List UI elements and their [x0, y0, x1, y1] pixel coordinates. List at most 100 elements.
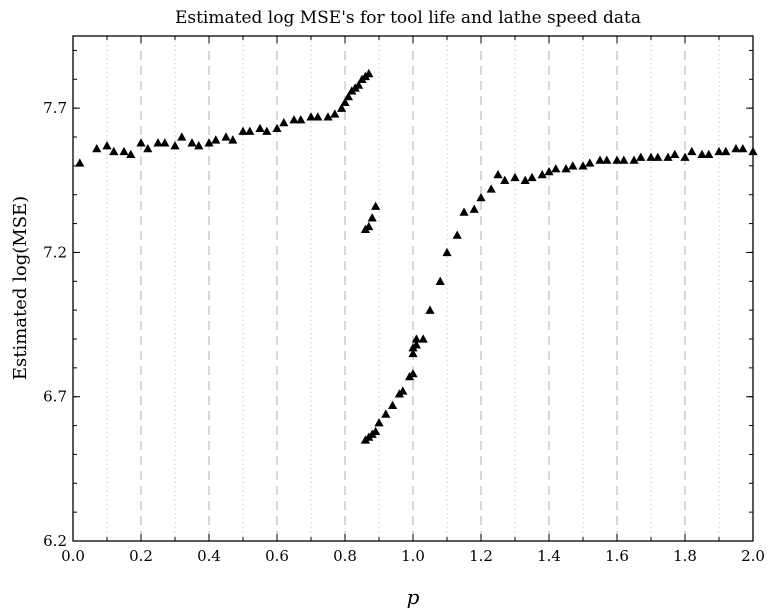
data-point — [211, 135, 221, 144]
x-tick-label: 2.0 — [741, 547, 765, 565]
data-point — [364, 68, 374, 78]
data-point — [578, 161, 588, 170]
x-tick-label: 1.8 — [673, 547, 697, 565]
data-points — [75, 68, 758, 444]
data-point — [670, 149, 680, 158]
data-point — [585, 158, 595, 167]
y-axis-label: Estimated log(MSE) — [10, 196, 31, 380]
data-point — [680, 152, 690, 161]
data-point — [612, 155, 622, 164]
data-point — [636, 152, 646, 161]
data-point — [561, 164, 571, 173]
data-point — [411, 334, 421, 343]
data-point — [371, 201, 381, 210]
data-point — [374, 418, 384, 427]
x-tick-label: 0.0 — [61, 547, 85, 565]
data-point — [381, 409, 391, 418]
data-point — [262, 126, 272, 135]
data-point — [323, 112, 333, 121]
x-tick-label: 1.6 — [605, 547, 629, 565]
data-point — [629, 155, 639, 164]
data-point — [354, 80, 364, 89]
data-point — [245, 126, 255, 135]
data-point — [272, 123, 282, 133]
data-point — [136, 138, 146, 147]
tick-marks — [72, 36, 754, 542]
x-axis-label: p — [407, 585, 420, 609]
data-point — [687, 146, 697, 156]
data-point — [452, 230, 462, 239]
data-point — [493, 169, 503, 179]
data-point — [187, 138, 197, 147]
data-point — [520, 175, 530, 184]
data-point — [388, 400, 398, 410]
y-tick-label: 6.2 — [43, 532, 67, 550]
data-point — [160, 138, 170, 147]
chart-title: Estimated log MSE's for tool life and la… — [175, 8, 641, 28]
y-tick-labels: 6.2 6.7 7.2 7.7 — [43, 99, 67, 550]
x-tick-label: 1.0 — [401, 547, 425, 565]
data-point — [102, 141, 112, 150]
data-point — [721, 146, 731, 156]
data-point — [177, 132, 187, 141]
x-tick-label: 1.2 — [469, 547, 493, 565]
data-point — [619, 155, 629, 164]
data-point — [408, 348, 418, 358]
data-point — [228, 135, 238, 144]
data-point — [469, 204, 479, 213]
data-point — [221, 132, 231, 141]
data-point — [425, 305, 435, 314]
data-point — [568, 161, 578, 170]
data-point — [595, 155, 605, 164]
data-point — [398, 386, 408, 395]
data-point — [500, 175, 510, 184]
data-point — [459, 207, 469, 216]
data-point — [418, 334, 428, 343]
x-tick-label: 0.4 — [197, 547, 221, 565]
data-point — [364, 221, 374, 231]
data-point — [143, 143, 153, 153]
data-point — [194, 141, 204, 150]
data-point — [510, 172, 520, 182]
data-point — [306, 112, 316, 121]
data-point — [289, 115, 299, 124]
x-tick-label: 0.8 — [333, 547, 357, 565]
data-point — [126, 149, 136, 158]
y-tick-label: 6.7 — [43, 388, 67, 406]
data-point — [337, 103, 347, 112]
data-point — [602, 155, 612, 164]
data-point — [204, 138, 214, 147]
data-point — [714, 146, 724, 156]
data-point — [551, 164, 561, 173]
y-tick-label: 7.2 — [43, 243, 67, 261]
data-point — [411, 340, 421, 349]
data-point — [238, 126, 248, 135]
data-point — [119, 146, 129, 156]
data-point — [697, 149, 707, 158]
grid-lines — [106, 36, 720, 541]
x-tick-label: 1.4 — [537, 547, 561, 565]
data-point — [738, 143, 748, 153]
data-point — [340, 97, 350, 107]
data-point — [646, 152, 656, 161]
data-point — [330, 109, 340, 118]
data-point — [371, 426, 381, 436]
x-tick-labels: 0.0 0.2 0.4 0.6 0.8 1.0 1.2 1.4 1.6 1.8 2.0 — [61, 547, 765, 565]
data-point — [170, 141, 180, 150]
data-point — [704, 149, 714, 158]
data-point — [663, 152, 673, 161]
data-point — [367, 213, 377, 222]
data-point — [408, 369, 418, 378]
data-point — [153, 138, 163, 147]
data-point — [279, 117, 289, 127]
data-point — [442, 247, 452, 257]
data-point — [537, 169, 547, 179]
x-tick-label: 0.6 — [265, 547, 289, 565]
y-tick-label: 7.7 — [43, 99, 67, 117]
data-point — [731, 143, 741, 153]
data-point — [296, 115, 306, 124]
data-point — [476, 193, 486, 202]
data-point — [544, 167, 554, 176]
data-point — [313, 112, 323, 121]
